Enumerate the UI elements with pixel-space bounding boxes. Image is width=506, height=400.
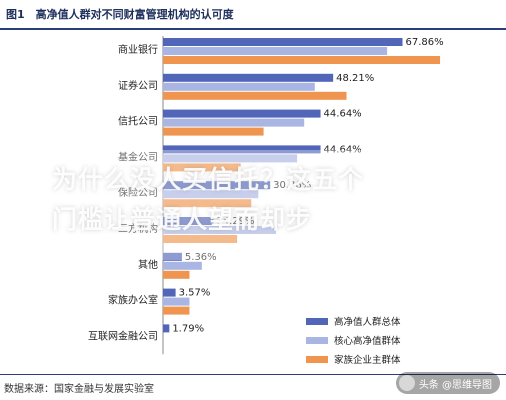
bar-chart: 商业银行 67.86% 证券公司 48.21% 信托公司 44.64% 基金公司 44.64%… — [88, 36, 444, 366]
credit-text: 头条 @思维导图 — [418, 379, 492, 391]
value-label: 30.36% — [273, 180, 311, 191]
watermark-line-1: 为什么没人买信托？这五个 — [52, 165, 365, 194]
bar-2 — [163, 118, 305, 127]
bar-2 — [163, 190, 259, 199]
bar-3 — [163, 306, 190, 315]
bar-2 — [163, 261, 202, 270]
bar-2 — [163, 226, 276, 234]
category-label: 三方机构 — [118, 222, 158, 235]
category-label: 家族办公室 — [108, 294, 158, 307]
legend-swatch — [306, 356, 328, 363]
bar-2 — [163, 297, 190, 306]
category-label: 信托公司 — [118, 115, 158, 128]
chart-title: 图1 高净值人群对不同财富管理机构的认可度 — [6, 8, 234, 21]
bar-1 — [163, 217, 214, 225]
source-divider — [0, 374, 506, 375]
legend-label: 高净值人群总体 — [334, 316, 401, 328]
bar-3 — [163, 56, 441, 64]
bar-1 — [163, 109, 321, 118]
bar-3 — [163, 91, 347, 100]
category-label: 其他 — [138, 258, 158, 271]
value-label: 44.64% — [324, 144, 362, 155]
legend-swatch — [306, 337, 328, 344]
title-divider — [0, 28, 506, 30]
category-label: 保险公司 — [118, 186, 158, 199]
bar-1 — [163, 252, 182, 261]
value-label: 67.86% — [406, 37, 444, 48]
legend-label: 核心高净值群体 — [334, 335, 401, 347]
legend-label: 家族企业主群体 — [334, 354, 401, 366]
watermark-overlay: 为什么没人买信托？这五个 门槛让普通人望而却步 — [40, 150, 500, 260]
account-avatar-icon — [398, 375, 415, 391]
value-label: 5.36% — [185, 252, 217, 263]
value-label: 14.29% — [216, 216, 254, 227]
source-note: 数据来源：国家金融与发展实验室 — [4, 384, 154, 395]
category-label: 互联网金融公司 — [88, 329, 158, 342]
bar-1 — [163, 38, 403, 46]
bar-3 — [163, 127, 264, 136]
bar-1 — [163, 73, 334, 82]
bar-3 — [163, 199, 252, 208]
bar-3 — [163, 235, 238, 243]
bar-3 — [163, 270, 190, 279]
bar-1 — [163, 288, 176, 297]
value-label: 1.79% — [172, 323, 204, 334]
credit-badge: 头条 @思维导图 — [395, 372, 500, 394]
bar-2 — [163, 154, 298, 163]
bar-2 — [163, 47, 388, 55]
watermark-line-2: 门槛让普通人望而却步 — [52, 205, 313, 234]
bar-1 — [163, 324, 170, 333]
bar-2 — [163, 82, 315, 91]
value-label: 3.57% — [179, 288, 211, 299]
category-label: 基金公司 — [118, 150, 158, 163]
legend-swatch — [306, 318, 328, 325]
category-label: 商业银行 — [118, 43, 158, 56]
value-label: 44.64% — [324, 109, 362, 120]
bar-1 — [163, 145, 321, 154]
bar-3 — [163, 163, 241, 172]
value-label: 48.21% — [336, 73, 374, 84]
bar-1 — [163, 181, 271, 190]
category-label: 证券公司 — [118, 79, 158, 92]
